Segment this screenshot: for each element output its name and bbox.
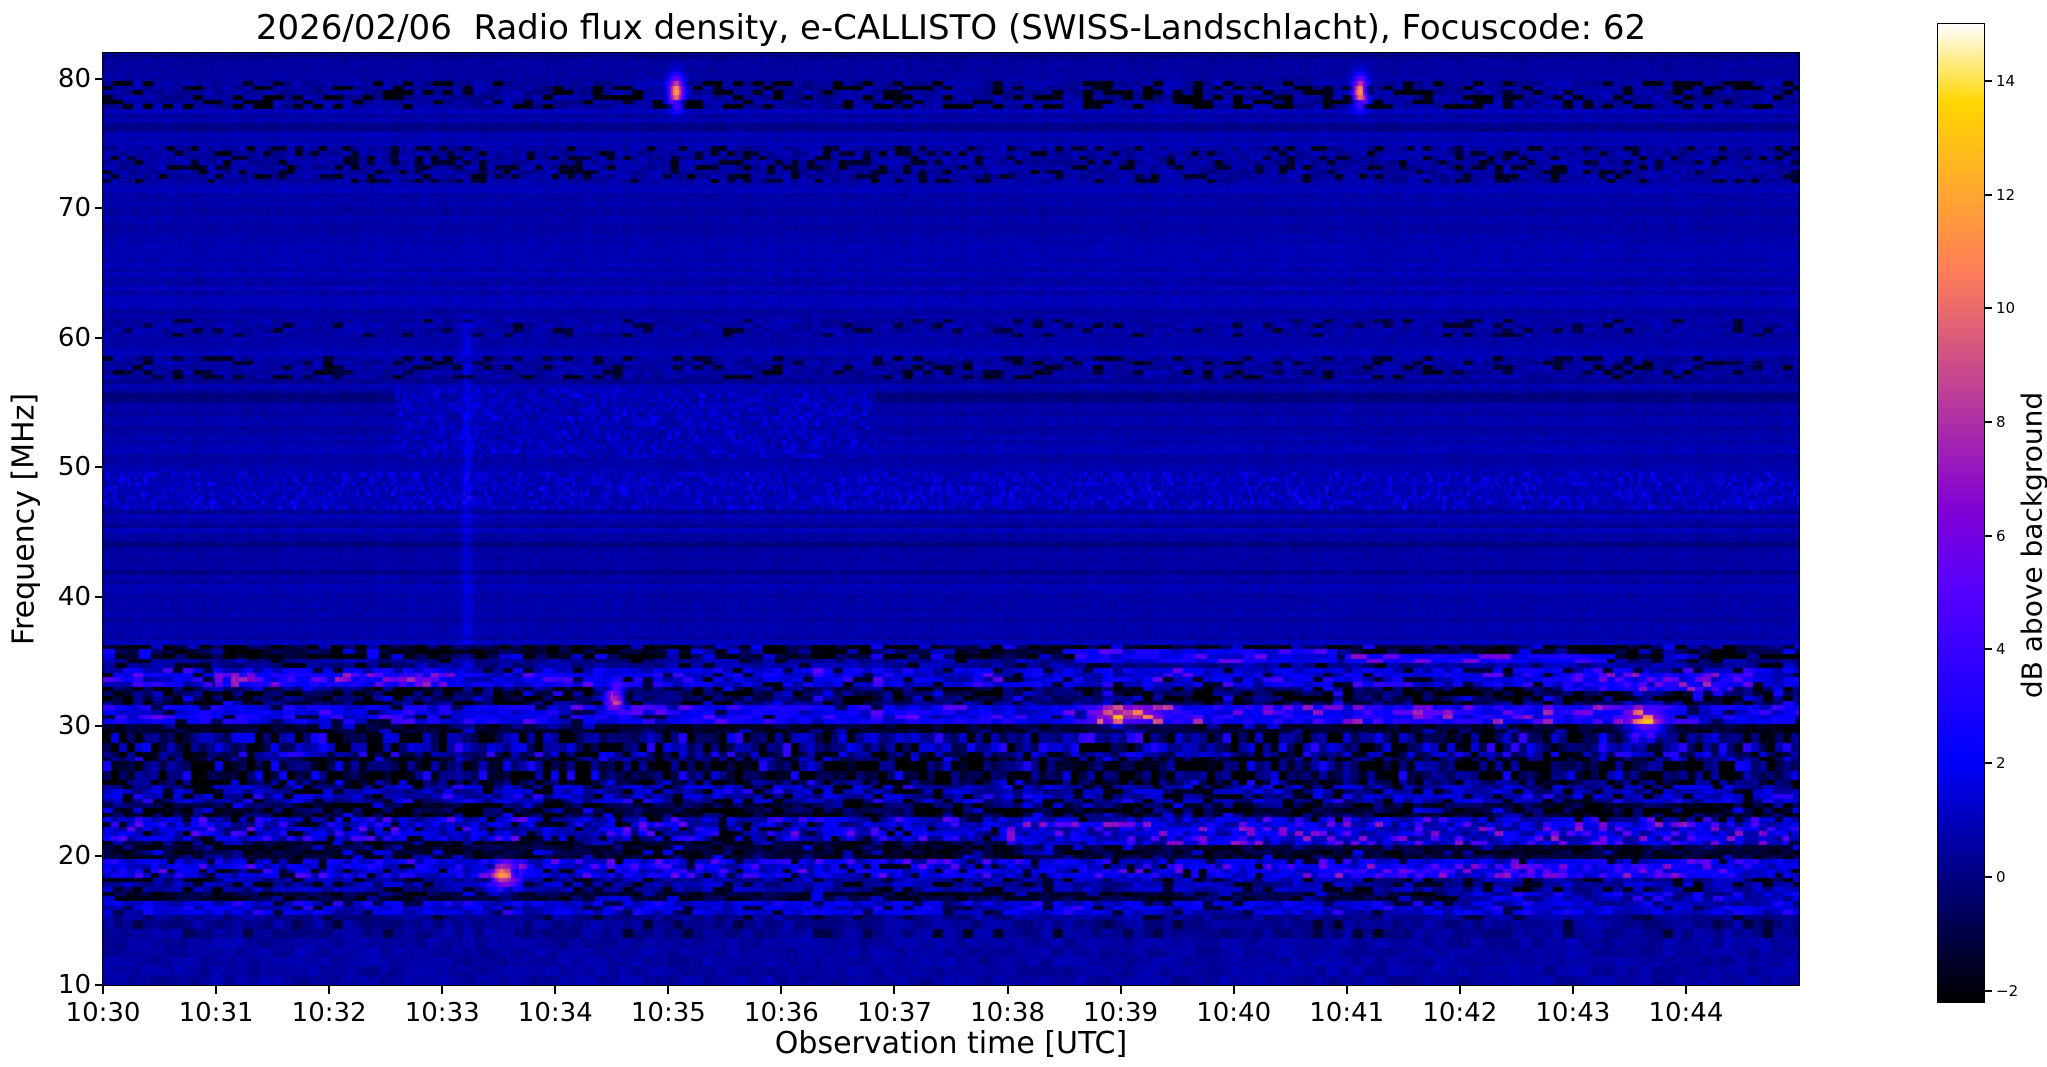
x-tick-label: 10:38 <box>970 998 1045 1028</box>
x-tick-label: 10:32 <box>291 998 367 1028</box>
colorbar-tick-label: 4 <box>1996 640 2006 659</box>
colorbar-tick-mark <box>1985 989 1992 992</box>
chart-title: 2026/02/06 Radio flux density, e-CALLIST… <box>255 8 1647 48</box>
colorbar-tick-mark <box>1985 762 1992 765</box>
colorbar-tick-label: 12 <box>1996 185 2016 204</box>
colorbar-label: dB above background <box>2015 391 2047 699</box>
colorbar-tick-mark <box>1985 193 1992 196</box>
colorbar-tick-label: 2 <box>1996 754 2006 773</box>
x-tick-mark <box>667 986 670 994</box>
y-tick-label: 70 <box>57 193 91 224</box>
x-tick-mark <box>1006 986 1009 994</box>
x-tick-label: 10:41 <box>1309 998 1385 1028</box>
colorbar-tick-label: 8 <box>1996 413 2006 432</box>
x-tick-mark <box>1232 986 1235 994</box>
y-tick-mark <box>95 984 103 986</box>
x-tick-mark <box>328 986 331 994</box>
colorbar-tick-label: 6 <box>1996 526 2006 545</box>
y-tick-label: 50 <box>57 452 91 483</box>
y-tick-mark <box>95 725 103 728</box>
x-tick-mark <box>441 986 444 994</box>
y-tick-label: 40 <box>57 581 91 612</box>
colorbar-tick-label: −2 <box>1996 981 2019 1000</box>
x-tick-mark <box>780 986 783 994</box>
y-tick-label: 10 <box>57 970 91 1000</box>
colorbar-tick-mark <box>1985 648 1992 651</box>
x-tick-label: 10:36 <box>743 998 819 1028</box>
colorbar-tick-label: 14 <box>1996 71 2016 90</box>
y-tick-mark <box>95 207 103 210</box>
x-tick-label: 10:35 <box>630 998 706 1028</box>
x-tick-mark <box>893 986 896 994</box>
colorbar-tick-mark <box>1985 534 1992 537</box>
x-tick-mark <box>1119 986 1122 994</box>
x-tick-mark <box>1571 986 1574 994</box>
y-tick-mark <box>95 854 103 857</box>
x-tick-label: 10:31 <box>178 998 254 1028</box>
x-tick-mark <box>102 986 104 994</box>
x-tick-mark <box>1345 986 1348 994</box>
x-tick-label: 10:43 <box>1535 998 1611 1028</box>
y-tick-label: 30 <box>57 711 91 742</box>
y-tick-mark <box>95 466 103 469</box>
x-tick-mark <box>215 986 218 994</box>
y-tick-mark <box>95 595 103 598</box>
x-tick-label: 10:37 <box>856 998 932 1028</box>
x-tick-label: 10:42 <box>1422 998 1498 1028</box>
x-tick-mark <box>1684 986 1687 994</box>
x-tick-label: 10:30 <box>65 998 141 1028</box>
x-tick-label: 10:39 <box>1083 998 1159 1028</box>
colorbar-tick-label: 10 <box>1996 299 2016 318</box>
colorbar-tick-label: 0 <box>1996 867 2006 886</box>
x-tick-label: 10:40 <box>1196 998 1272 1028</box>
colorbar-tick-mark <box>1985 79 1992 82</box>
colorbar-tick-mark <box>1985 421 1992 424</box>
x-tick-label: 10:33 <box>404 998 480 1028</box>
x-tick-label: 10:34 <box>517 998 593 1028</box>
x-axis-label: Observation time [UTC] <box>774 1026 1128 1061</box>
colorbar-gradient <box>1937 23 1985 1003</box>
y-tick-label: 60 <box>57 322 91 353</box>
x-tick-label: 10:44 <box>1648 998 1724 1028</box>
x-tick-mark <box>1458 986 1461 994</box>
y-tick-mark <box>95 77 103 80</box>
y-tick-label: 80 <box>57 63 91 94</box>
x-tick-mark <box>554 986 557 994</box>
spectrogram-canvas <box>102 52 1800 986</box>
y-tick-mark <box>95 336 103 339</box>
y-tick-label: 20 <box>57 840 91 871</box>
colorbar-tick-mark <box>1985 307 1992 310</box>
colorbar-tick-mark <box>1985 875 1992 878</box>
